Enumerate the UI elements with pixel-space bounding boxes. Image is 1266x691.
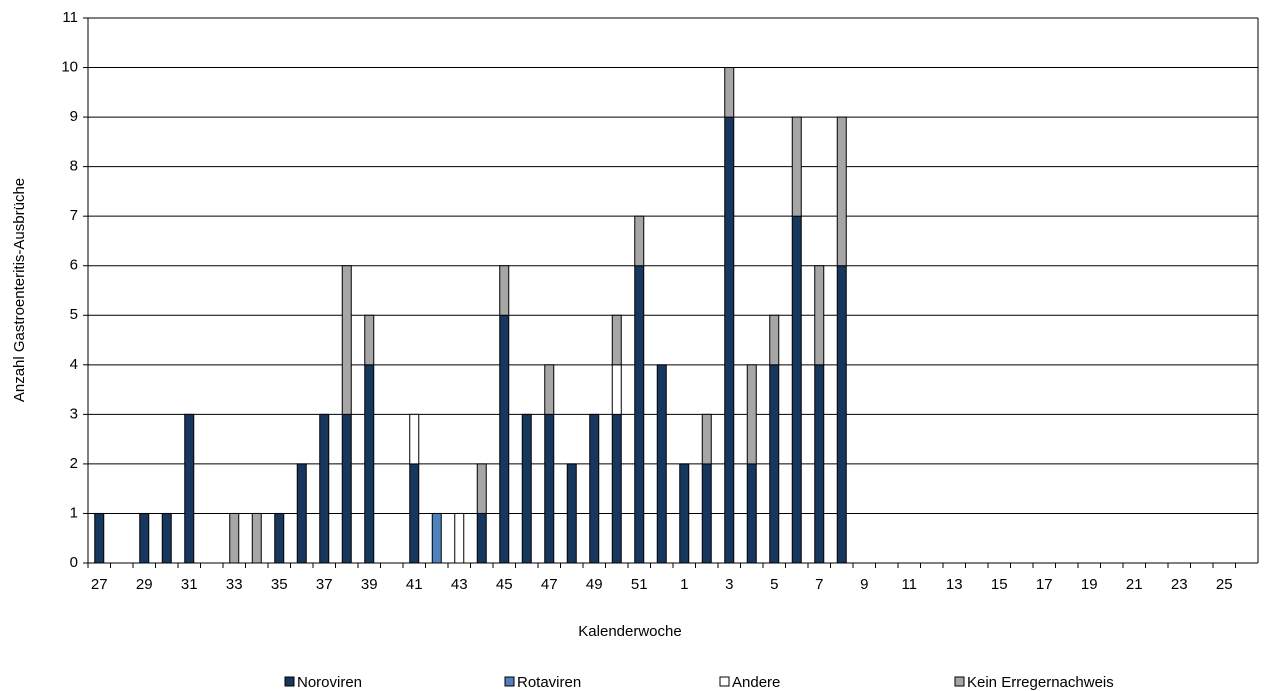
bar-segment <box>476 512 487 564</box>
bar-segment <box>836 116 847 267</box>
bar-segment <box>431 512 442 564</box>
bar-segment <box>161 512 172 564</box>
bar-segment <box>746 364 757 465</box>
bar-segment <box>296 463 307 564</box>
y-tick-label: 0 <box>70 554 78 571</box>
legend-swatch <box>719 676 730 687</box>
bar-segment <box>409 413 420 465</box>
y-tick-label: 1 <box>70 504 78 521</box>
y-tick-label: 8 <box>70 158 78 175</box>
x-tick-label: 5 <box>770 576 778 593</box>
bar-segment <box>521 413 532 564</box>
bar-segment <box>611 314 622 366</box>
x-tick-label: 23 <box>1171 576 1188 593</box>
bar-segment <box>814 265 825 366</box>
bar-segment <box>566 463 577 564</box>
bar-segment <box>94 512 105 564</box>
x-tick-label: 15 <box>991 576 1008 593</box>
bar-segment <box>544 413 555 564</box>
bar-segment <box>746 463 757 564</box>
legend-label: Rotaviren <box>517 674 581 691</box>
x-tick-label: 31 <box>181 576 198 593</box>
bar-segment <box>724 116 735 564</box>
bar-segment <box>229 512 240 564</box>
y-tick-label: 7 <box>70 207 78 224</box>
legend-swatch <box>954 676 965 687</box>
bar-segment <box>611 413 622 564</box>
legend-label: Noroviren <box>297 674 362 691</box>
bar-segment <box>701 463 712 564</box>
bar-segment <box>454 512 465 564</box>
bar-segment <box>701 413 712 465</box>
y-tick-label: 10 <box>61 59 78 76</box>
bar-segment <box>634 265 645 564</box>
x-tick-label: 35 <box>271 576 288 593</box>
x-tick-label: 1 <box>680 576 688 593</box>
x-tick-label: 29 <box>136 576 153 593</box>
x-tick-label: 9 <box>860 576 868 593</box>
x-tick-label: 37 <box>316 576 333 593</box>
y-tick-label: 9 <box>70 108 78 125</box>
x-tick-label: 47 <box>541 576 558 593</box>
x-tick-label: 3 <box>725 576 733 593</box>
bar-segment <box>589 413 600 564</box>
bar-segment <box>724 67 735 118</box>
bar-segment <box>319 413 330 564</box>
y-tick-label: 4 <box>70 356 78 373</box>
bar-segment <box>364 364 375 564</box>
y-tick-label: 3 <box>70 405 78 422</box>
legend-swatch <box>284 676 295 687</box>
x-tick-label: 39 <box>361 576 378 593</box>
bar-segment <box>656 364 667 564</box>
x-axis-title: Kalenderwoche <box>578 623 681 640</box>
bar-segment <box>611 364 622 415</box>
x-tick-label: 33 <box>226 576 243 593</box>
x-tick-label: 19 <box>1081 576 1098 593</box>
bar-segment <box>544 364 555 415</box>
bar-segment <box>499 265 510 316</box>
bar-segment <box>769 314 780 366</box>
y-tick-label: 6 <box>70 257 78 274</box>
bar-segment <box>769 364 780 564</box>
x-tick-label: 21 <box>1126 576 1143 593</box>
x-tick-label: 27 <box>91 576 108 593</box>
bar-segment <box>791 116 802 217</box>
x-tick-label: 43 <box>451 576 468 593</box>
x-tick-label: 45 <box>496 576 513 593</box>
y-tick-label: 2 <box>70 455 78 472</box>
bar-segment <box>184 413 195 564</box>
bar-segment <box>409 463 420 564</box>
x-tick-label: 25 <box>1216 576 1233 593</box>
bar-segment <box>679 463 690 564</box>
x-tick-label: 41 <box>406 576 423 593</box>
bar-segment <box>341 413 352 564</box>
x-tick-label: 17 <box>1036 576 1053 593</box>
bar-segment <box>476 463 487 514</box>
x-tick-label: 13 <box>946 576 963 593</box>
bar-segment <box>274 512 285 564</box>
bar-segment <box>251 512 262 564</box>
x-tick-label: 11 <box>901 576 917 593</box>
bar-segment <box>364 314 375 366</box>
bar-segment <box>836 265 847 564</box>
legend-label: Kein Erregernachweis <box>967 674 1114 691</box>
bar-segment <box>139 512 150 564</box>
bar-segment <box>634 215 645 267</box>
x-tick-label: 51 <box>631 576 648 593</box>
x-tick-label: 7 <box>815 576 823 593</box>
x-tick-label: 49 <box>586 576 603 593</box>
bar-segment <box>341 265 352 415</box>
bar-segment <box>499 314 510 564</box>
bar-segment <box>791 215 802 564</box>
y-tick-label: 11 <box>62 9 78 26</box>
legend-label: Andere <box>732 674 780 691</box>
legend-swatch <box>504 676 515 687</box>
bar-segment <box>814 364 825 564</box>
y-tick-label: 5 <box>70 306 78 323</box>
y-axis-title: Anzahl Gastroenteritis-Ausbrüche <box>11 178 28 402</box>
